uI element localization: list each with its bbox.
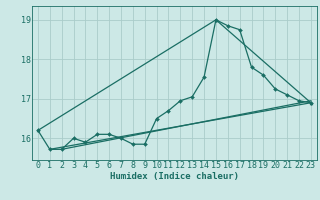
X-axis label: Humidex (Indice chaleur): Humidex (Indice chaleur) — [110, 172, 239, 181]
